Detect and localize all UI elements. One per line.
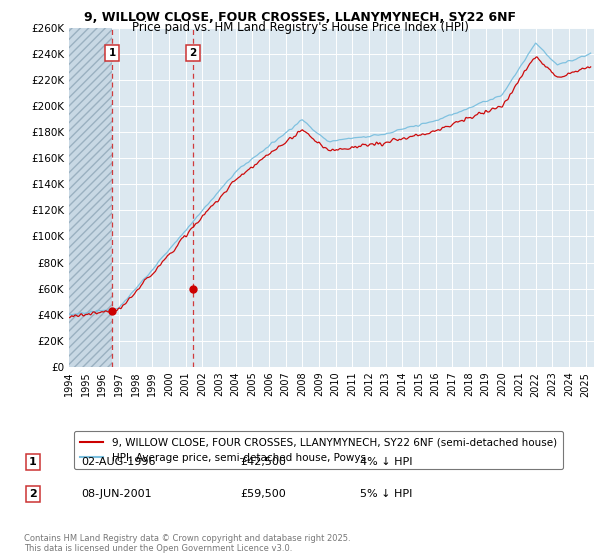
- Text: 9, WILLOW CLOSE, FOUR CROSSES, LLANYMYNECH, SY22 6NF: 9, WILLOW CLOSE, FOUR CROSSES, LLANYMYNE…: [84, 11, 516, 24]
- Bar: [69, 28, 112, 367]
- Text: 02-AUG-1996: 02-AUG-1996: [81, 457, 155, 467]
- Text: Contains HM Land Registry data © Crown copyright and database right 2025.
This d: Contains HM Land Registry data © Crown c…: [24, 534, 350, 553]
- Text: Price paid vs. HM Land Registry's House Price Index (HPI): Price paid vs. HM Land Registry's House …: [131, 21, 469, 34]
- Text: 5% ↓ HPI: 5% ↓ HPI: [360, 489, 412, 499]
- Text: 2: 2: [29, 489, 37, 499]
- Text: 4% ↓ HPI: 4% ↓ HPI: [360, 457, 413, 467]
- Text: 1: 1: [109, 48, 116, 58]
- Text: 1: 1: [29, 457, 37, 467]
- Text: £59,500: £59,500: [240, 489, 286, 499]
- Text: 08-JUN-2001: 08-JUN-2001: [81, 489, 152, 499]
- Text: £42,500: £42,500: [240, 457, 286, 467]
- Legend: 9, WILLOW CLOSE, FOUR CROSSES, LLANYMYNECH, SY22 6NF (semi-detached house), HPI:: 9, WILLOW CLOSE, FOUR CROSSES, LLANYMYNE…: [74, 431, 563, 469]
- Text: 2: 2: [190, 48, 197, 58]
